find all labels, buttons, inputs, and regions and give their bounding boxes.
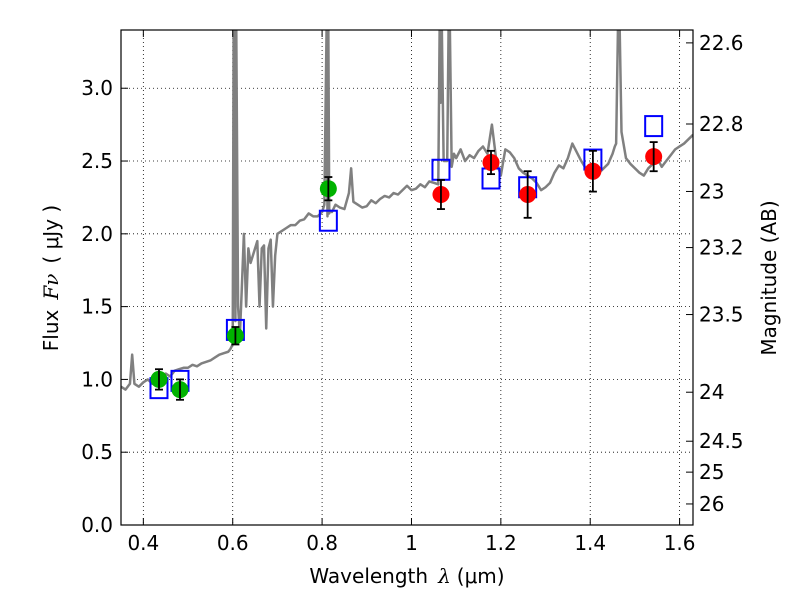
mag-tick-label: 24 xyxy=(699,380,724,404)
mag-tick-label: 25 xyxy=(699,460,724,484)
mag-tick-label: 23.2 xyxy=(699,236,744,260)
mag-tick-label: 23 xyxy=(699,179,724,203)
x-axis-label-text: Wavelength xyxy=(309,564,428,588)
error-bars xyxy=(154,141,658,401)
x-tick-label: 1.6 xyxy=(664,531,696,555)
x-tick-label: 0.6 xyxy=(217,531,249,555)
model-point xyxy=(318,209,338,232)
y-axis-label-symbol: Fν xyxy=(39,274,63,301)
y-tick-label: 2.0 xyxy=(81,222,113,246)
y-axis-label-text: Flux xyxy=(39,309,63,351)
y-axis-label: Flux Fν ( μJy ) xyxy=(39,205,63,351)
y-tick-label: 1.5 xyxy=(81,295,113,319)
y-tick-label: 2.5 xyxy=(81,149,113,173)
x-tick-label: 0.4 xyxy=(127,531,159,555)
model-point xyxy=(644,115,664,138)
model-markers xyxy=(149,115,664,400)
mag-tick-label: 23.5 xyxy=(699,303,744,327)
x-tick-label: 1.2 xyxy=(485,531,517,555)
y-tick-label: 3.0 xyxy=(81,76,113,100)
mag-tick-label: 24.5 xyxy=(699,429,744,453)
x-axis-ticks: 0.4 0.6 0.8 1 1.2 1.4 1.6 xyxy=(127,30,696,555)
y2-axis-label: Magnitude (AB) xyxy=(757,200,781,355)
y-tick-label: 0.5 xyxy=(81,440,113,464)
mag-tick-label: 22.8 xyxy=(699,112,744,136)
x-tick-label: 1 xyxy=(405,531,418,555)
plot-area xyxy=(121,30,693,401)
y-axis-ticks: 0.0 0.5 1.0 1.5 2.0 2.5 3.0 xyxy=(81,76,128,537)
x-tick-label: 0.8 xyxy=(306,531,338,555)
y-tick-label: 0.0 xyxy=(81,513,113,537)
x-axis-label-lambda: λ xyxy=(437,564,451,588)
plot-background xyxy=(121,30,693,525)
x-axis-label-units: (μm) xyxy=(457,564,505,588)
plot-frame xyxy=(120,29,694,526)
y-tick-label: 1.0 xyxy=(81,367,113,391)
x-tick-label: 1.4 xyxy=(574,531,606,555)
mag-tick-label: 22.6 xyxy=(699,31,744,55)
y-axis-label-units: ( μJy ) xyxy=(39,205,63,264)
magnitude-axis-ticks: 22.6 22.8 23 23.2 23.5 24 24.5 25 26 xyxy=(686,31,744,516)
mag-tick-label: 26 xyxy=(699,492,724,516)
x-axis-label: Wavelength λ (μm) xyxy=(309,564,504,588)
